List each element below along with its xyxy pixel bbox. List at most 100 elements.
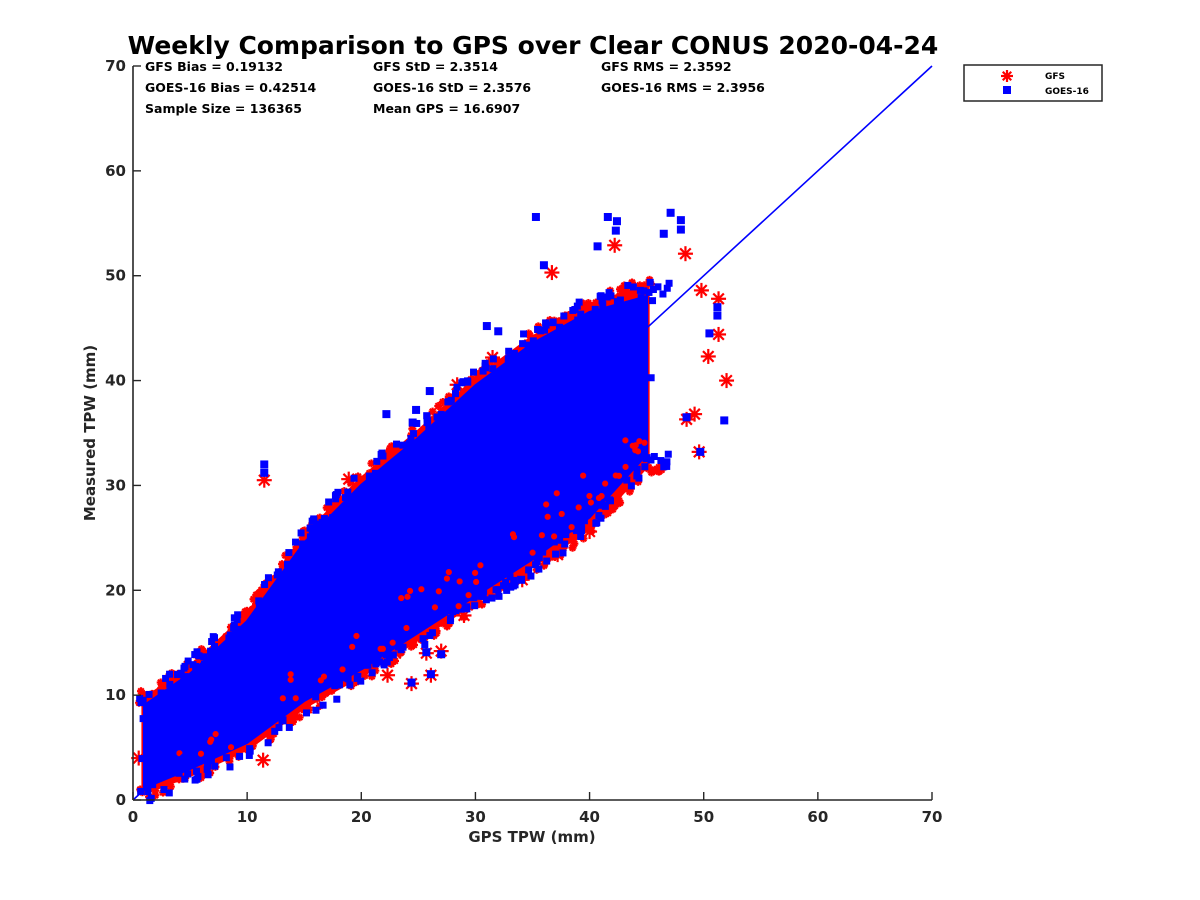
goes16-point [452, 607, 460, 615]
goes16-point [332, 491, 340, 499]
goes16-point [510, 576, 518, 584]
goes16-point [144, 788, 152, 796]
goes16-point [649, 286, 657, 294]
goes16-point [202, 722, 210, 730]
goes16-point [597, 514, 605, 522]
goes16-point [555, 323, 563, 331]
goes16-point [562, 531, 570, 539]
goes16-point [208, 638, 216, 646]
goes16-point [572, 527, 580, 535]
gfs-point [389, 639, 396, 646]
gfs-point [176, 750, 183, 757]
gfs-point [353, 632, 360, 639]
goes16-point [558, 412, 566, 420]
goes16-outlier-point [422, 648, 431, 657]
goes16-point [533, 558, 541, 566]
goes16-point [376, 639, 384, 647]
goes16-point [577, 310, 585, 318]
x-tick-label: 60 [807, 808, 828, 826]
goes16-point [211, 634, 219, 642]
goes16-point [479, 545, 487, 553]
goes16-point [231, 628, 239, 636]
gfs-point [278, 560, 287, 569]
axes: 0 10 20 30 40 50 60 70 0 10 20 30 40 50 60 70 [105, 57, 942, 826]
gfs-point [587, 499, 594, 506]
goes16-point [663, 458, 671, 466]
goes16-point [664, 450, 672, 458]
goes16-point [423, 412, 431, 420]
goes16-point [312, 526, 320, 534]
goes16-outlier-point [713, 311, 722, 320]
goes16-point [581, 466, 589, 474]
goes16-point [312, 693, 320, 701]
gfs-point [455, 603, 462, 610]
goes16-point [523, 384, 531, 392]
goes16-point [175, 769, 183, 777]
goes16-point [536, 374, 544, 382]
goes16-point [531, 483, 539, 491]
goes16-outlier-point [612, 217, 621, 226]
y-tick-label: 10 [105, 686, 126, 704]
goes16-outlier-point [437, 650, 446, 659]
goes16-point [535, 542, 543, 550]
goes16-point [516, 503, 524, 511]
goes16-point [249, 636, 257, 644]
goes16-point [535, 565, 543, 573]
goes16-point [162, 674, 170, 682]
goes16-point [520, 543, 528, 551]
gfs-point [575, 504, 582, 511]
goes16-point [319, 701, 327, 709]
goes16-point [406, 439, 414, 447]
goes16-point [660, 463, 668, 471]
goes16-outlier-point [260, 468, 269, 477]
gfs-point [287, 676, 294, 683]
gfs-point [435, 588, 442, 595]
goes16-point [574, 316, 582, 324]
goes16-point [335, 681, 343, 689]
goes16-point [385, 654, 393, 662]
goes16-point [561, 540, 569, 548]
goes16-outlier-point [696, 447, 705, 456]
goes16-point [181, 775, 189, 783]
goes16-point [632, 451, 640, 459]
legend-goes16-marker [1003, 86, 1011, 94]
goes16-point [313, 520, 321, 528]
goes16-point [368, 669, 376, 677]
gfs-point [443, 575, 450, 582]
one-to-one-line [132, 65, 933, 801]
goes16-point [663, 284, 671, 292]
goes16-point [640, 287, 648, 295]
goes16-point [303, 709, 311, 717]
gfs-point [287, 671, 294, 678]
goes16-point [334, 540, 342, 548]
goes16-point [159, 744, 167, 752]
gfs-outlier-point [255, 752, 271, 768]
gfs-point [614, 494, 623, 503]
gfs-outlier-point [607, 237, 623, 253]
goes16-point [424, 417, 432, 425]
goes16-point [329, 514, 337, 522]
goes16-point [354, 533, 362, 541]
goes16-point [274, 568, 282, 576]
gfs-point [622, 463, 629, 470]
goes16-point [649, 297, 657, 305]
goes16-point [204, 771, 212, 779]
gfs-point [428, 407, 437, 416]
goes16-point [167, 766, 175, 774]
goes16-outlier-point [531, 212, 540, 221]
goes16-point [477, 592, 485, 600]
goes16-point [215, 653, 223, 661]
goes16-outlier-point [407, 678, 416, 687]
goes16-point [436, 432, 444, 440]
goes16-outlier-point [642, 454, 651, 463]
goes16-point [623, 476, 631, 484]
goes16-point [405, 571, 413, 579]
goes16-point [641, 463, 649, 471]
goes16-point [459, 529, 467, 537]
gfs-point [529, 549, 536, 556]
gfs-point [136, 687, 145, 696]
goes16-point [607, 292, 615, 300]
x-tick-label: 10 [237, 808, 258, 826]
goes16-point [645, 288, 653, 296]
gfs-outlier-point [677, 246, 693, 262]
